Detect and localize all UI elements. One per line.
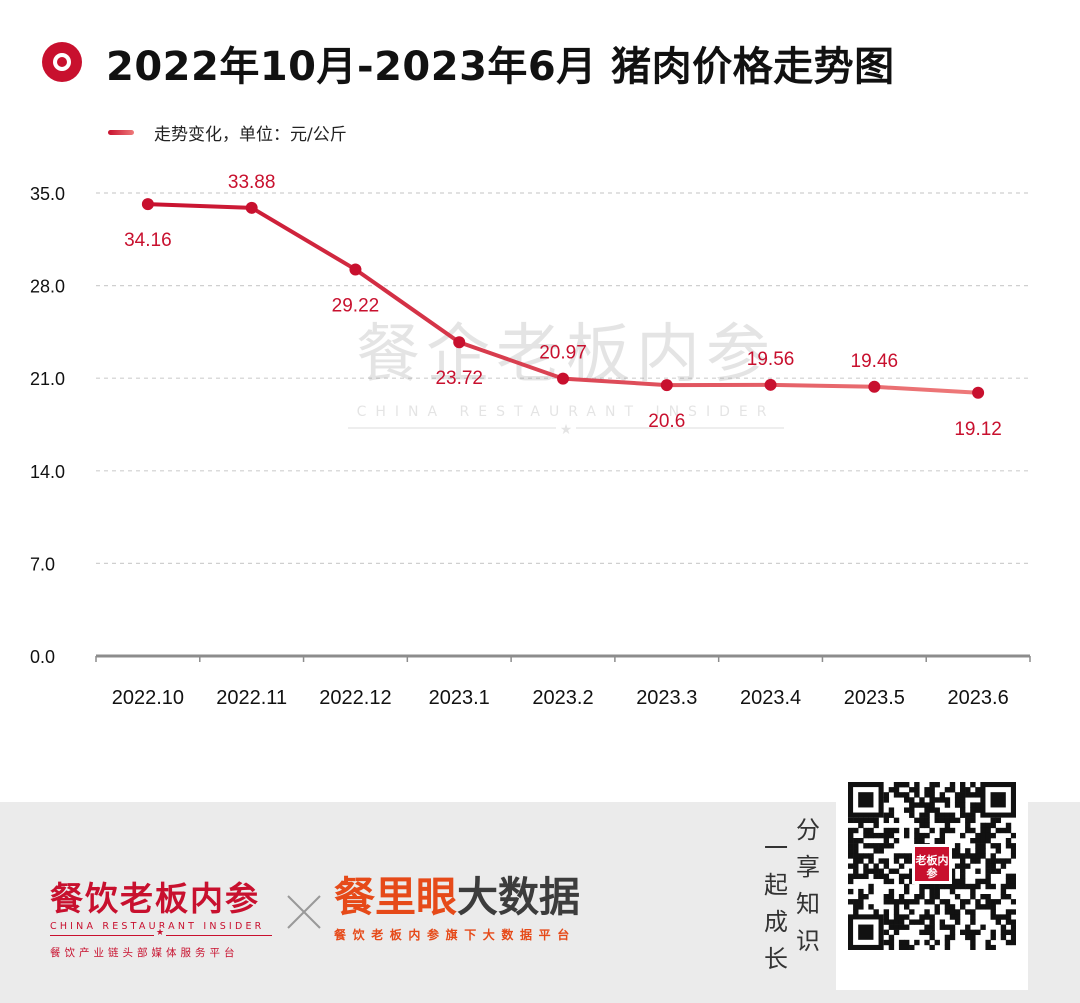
x-tick-label: 2022.12 (319, 687, 391, 709)
legend-line-swatch (108, 129, 134, 135)
watermark-star-icon: ★ (560, 422, 573, 438)
slogan-char: 一 (764, 834, 788, 862)
data-point (245, 201, 258, 214)
brand2-name-b: 大数据 (457, 873, 580, 921)
x-tick-label: 2022.10 (112, 687, 184, 709)
y-tick-label: 14.0 (30, 462, 65, 482)
data-label: 20.97 (539, 343, 587, 364)
brand1-name: 餐饮老板内参 (50, 879, 260, 918)
data-label: 19.56 (747, 349, 795, 370)
data-label: 19.12 (954, 419, 1002, 440)
watermark: 餐企老板内参 CHINA RESTAURANT INSIDER ★ (348, 318, 784, 438)
qr-code-card: 老板内参 (836, 772, 1028, 990)
data-point (453, 336, 466, 349)
data-labels: 34.16 33.88 29.22 23.72 20.97 20.6 19.56 19.46 1… (124, 172, 1002, 440)
data-point (868, 380, 881, 393)
slogan-char: 享 (796, 853, 820, 881)
qr-code-icon (848, 782, 1016, 950)
data-point (349, 263, 362, 276)
y-tick-label: 7.0 (30, 554, 55, 574)
y-tick-label: 21.0 (30, 369, 65, 389)
slogan-char: 长 (764, 945, 788, 973)
x-tick-label: 2023.4 (740, 687, 801, 709)
slogan-char: 分 (796, 816, 820, 844)
data-point (660, 379, 673, 392)
title-bullet-icon (42, 42, 82, 82)
data-point (764, 378, 777, 391)
data-label: 20.6 (648, 411, 685, 432)
chart-legend: 走势变化，单位：元/公斤 (108, 120, 347, 145)
data-point (557, 372, 569, 385)
watermark-en: CHINA RESTAURANT INSIDER (357, 404, 776, 420)
data-label: 19.46 (851, 351, 899, 372)
brand2-subtitle: 餐饮老板内参旗下大数据平台 (334, 928, 576, 942)
y-tick-label: 0.0 (30, 647, 55, 667)
y-tick-label: 35.0 (30, 184, 65, 204)
x-tick-label: 2022.11 (216, 687, 287, 709)
data-label: 34.16 (124, 230, 172, 251)
x-tick-labels: 2022.10 2022.11 2022.12 2023.1 2023.2 2023.3 2… (112, 687, 1009, 709)
page-title: 2022年10月-2023年6月 猪肉价格走势图 (106, 44, 895, 90)
slogan-char: 成 (764, 908, 788, 936)
data-label: 29.22 (332, 295, 380, 316)
data-point (141, 198, 154, 211)
y-tick-label: 28.0 (30, 277, 65, 297)
x-tick-label: 2023.6 (948, 687, 1009, 709)
slogan-char: 起 (764, 871, 788, 899)
brand1-en: CHINA RESTAURANT INSIDER (50, 921, 265, 932)
brand-logo-canliyan: 餐里眼大数据 餐饮老板内参旗下大数据平台 (334, 872, 580, 943)
series-line (141, 198, 985, 399)
line-chart: 餐企老板内参 CHINA RESTAURANT INSIDER ★ 0.0 7.0… (30, 172, 1031, 709)
brand2-name: 餐里眼大数据 (334, 872, 580, 922)
x-tick-label: 2023.5 (844, 687, 905, 709)
data-label: 33.88 (228, 172, 276, 193)
slogan-char: 知 (796, 890, 820, 918)
y-axis: 0.0 7.0 14.0 21.0 28.0 35.0 (30, 184, 65, 667)
brand2-name-a: 餐里眼 (334, 873, 457, 921)
x-tick-label: 2023.1 (429, 687, 490, 709)
data-point (972, 386, 985, 399)
legend-label: 走势变化，单位：元/公斤 (154, 124, 347, 145)
brand1-subtitle: 餐饮产业链头部媒体服务平台 (50, 947, 239, 959)
data-label: 23.72 (435, 368, 483, 389)
x-tick-label: 2023.2 (532, 687, 593, 709)
slogan: 一 分 起 享 成 知 长 识 (760, 812, 824, 973)
footer-banner: 餐饮老板内参 CHINA RESTAURANT INSIDER 餐饮产业链头部媒… (0, 772, 1080, 1003)
brand1-divider (50, 928, 272, 938)
x-tick-label: 2023.3 (636, 687, 697, 709)
x-axis (95, 654, 1031, 662)
qr-badge: 老板内参 (912, 844, 952, 884)
brand-logo-restaurant-insider: 餐饮老板内参 CHINA RESTAURANT INSIDER 餐饮产业链头部媒… (50, 872, 280, 960)
slogan-char: 识 (796, 927, 820, 955)
cross-icon (287, 895, 321, 929)
